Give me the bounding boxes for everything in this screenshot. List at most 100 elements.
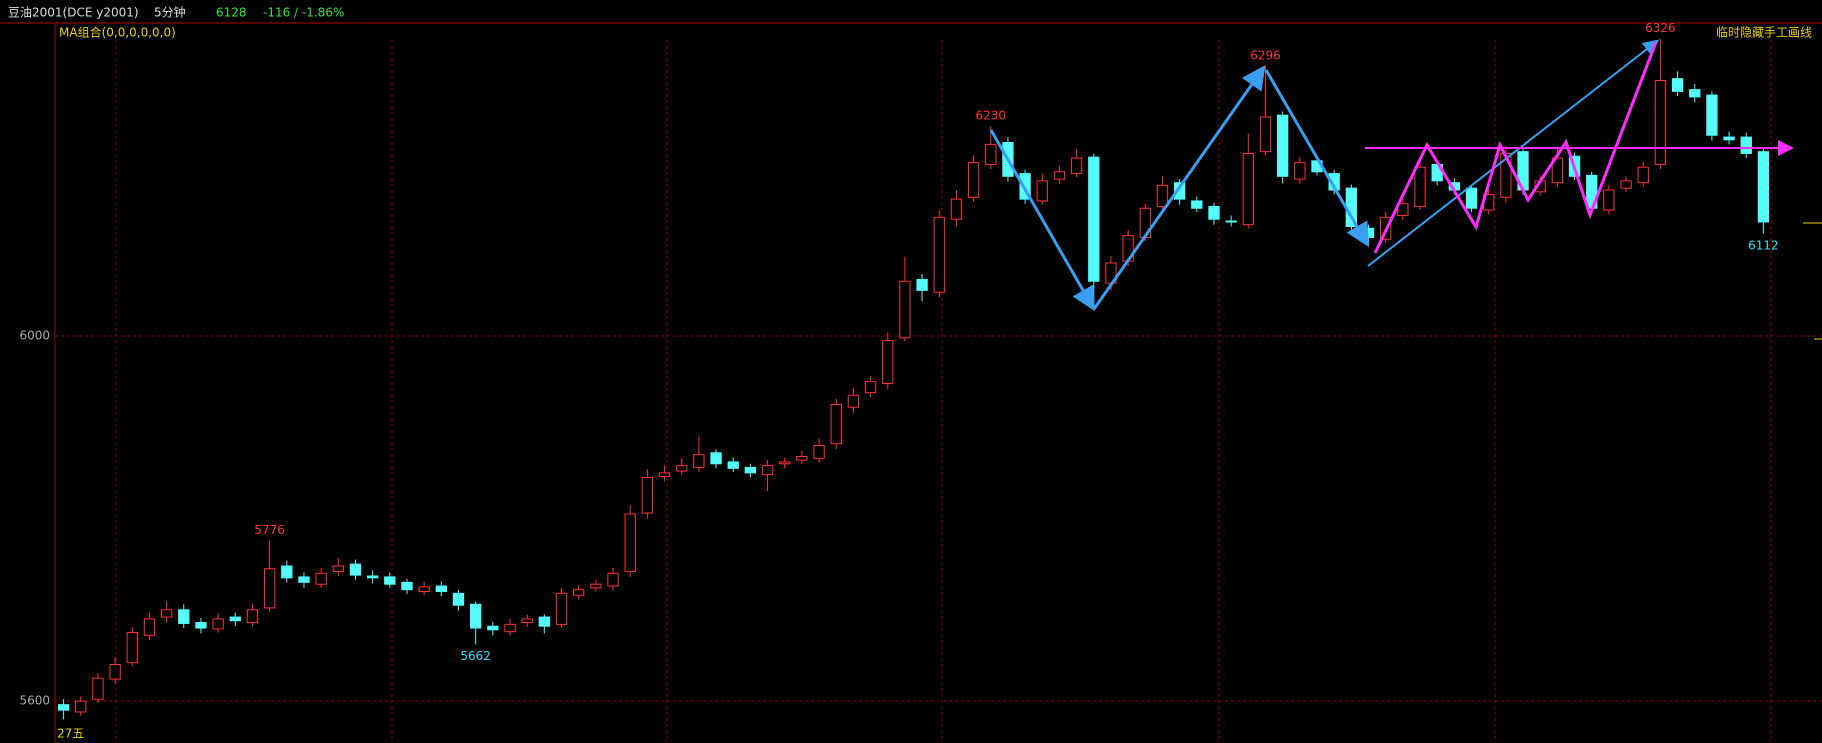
candle-body (1173, 182, 1186, 200)
candle-body (487, 625, 499, 631)
candle-body (57, 704, 70, 711)
candle-body (470, 603, 482, 629)
candle-body (229, 616, 241, 622)
candle-body (538, 616, 550, 627)
extreme-label: 5776 (254, 523, 285, 537)
extreme-label: 6296 (1250, 48, 1281, 62)
candle-body (590, 583, 602, 589)
candle-body (1208, 205, 1220, 220)
y-tick-label: 6000 (19, 329, 50, 343)
candle-body (160, 609, 173, 618)
candle-body (1723, 136, 1735, 141)
candle-body (830, 403, 842, 445)
candles (57, 38, 1770, 720)
vertical-grid (55, 40, 1822, 743)
candle-body (195, 622, 207, 629)
candle-body (1156, 184, 1169, 207)
candle-body (1277, 114, 1289, 177)
candle-body (1088, 156, 1100, 282)
last-price: 6128 (216, 6, 247, 20)
candle-body (418, 586, 430, 593)
candle-body (1294, 162, 1306, 180)
candle-body (1242, 152, 1254, 226)
candle-body (744, 466, 757, 474)
candle-body (658, 472, 671, 478)
candle-body (143, 618, 156, 636)
manual-drawings (989, 39, 1822, 340)
candle-body (1259, 116, 1272, 153)
candle-body (1637, 166, 1649, 184)
trend-arrow[interactable] (1264, 69, 1370, 248)
candle-body (504, 623, 516, 633)
candle-body (281, 565, 293, 579)
corner-note[interactable]: 临时隐藏手工画线 (1716, 26, 1812, 40)
candle-body (1465, 187, 1478, 209)
candle-body (1191, 200, 1203, 209)
candle-body (1362, 227, 1375, 238)
candle-body (693, 454, 705, 468)
symbol[interactable]: 豆油2001(DCE y2001) (8, 6, 139, 20)
header-bar (0, 0, 1822, 23)
candle-body (521, 618, 533, 624)
y-tick-label: 5600 (19, 694, 50, 708)
trend-arrow[interactable] (1367, 39, 1660, 267)
candle-body (212, 618, 224, 630)
candle-body (899, 280, 911, 339)
candle-body (555, 592, 568, 625)
period[interactable]: 5分钟 (154, 5, 186, 20)
candle-body (1603, 189, 1615, 211)
candle-body (349, 563, 362, 576)
extreme-label: 6230 (975, 109, 1006, 123)
trend-arrow[interactable] (989, 129, 1095, 312)
price-change: -116 / -1.86% (263, 6, 344, 20)
candle-body (332, 565, 344, 572)
candle-body (1397, 203, 1409, 217)
trend-arrow[interactable] (1092, 65, 1266, 310)
candle-body (1671, 78, 1684, 92)
candle-body (1654, 79, 1667, 165)
candle-body (263, 568, 276, 609)
candle-body (727, 461, 739, 469)
extreme-label: 6326 (1645, 21, 1676, 35)
candle-body (126, 632, 138, 664)
candle-body (384, 576, 396, 585)
candle-body (950, 198, 963, 220)
candle-body (916, 278, 928, 291)
candle-body (366, 575, 379, 579)
candle-body (1053, 171, 1066, 180)
candle-body (641, 476, 654, 514)
candle-body (109, 664, 121, 680)
candle-body (1757, 151, 1770, 223)
candle-body (779, 461, 791, 465)
candle-body (435, 585, 447, 593)
candle-body (882, 340, 894, 384)
candle-body (813, 445, 825, 459)
extreme-label: 6112 (1748, 238, 1779, 252)
candle-body (92, 677, 104, 700)
candle-body (624, 513, 636, 572)
candle-body (246, 609, 259, 624)
candle-body (967, 162, 980, 198)
candle-body (1070, 157, 1083, 175)
extreme-label: 5662 (460, 649, 491, 663)
candle-body (1414, 166, 1426, 207)
candle-body (710, 452, 722, 465)
candle-body (1689, 89, 1701, 98)
candle-body (315, 572, 327, 585)
candle-body (1036, 180, 1048, 202)
candle-body (607, 572, 619, 587)
indicator-label[interactable]: MA组合(0,0,0,0,0,0) (59, 25, 176, 40)
candle-body (178, 609, 190, 624)
candle-body (452, 592, 465, 606)
candle-body (761, 465, 774, 476)
candle-body (985, 143, 997, 165)
candle-body (1019, 173, 1031, 200)
zigzag-line[interactable] (1373, 41, 1658, 254)
candle-body (1620, 180, 1632, 189)
candle-body (298, 576, 310, 583)
candle-body (1551, 157, 1564, 184)
candle-body (847, 394, 860, 408)
candle-body (796, 455, 808, 461)
